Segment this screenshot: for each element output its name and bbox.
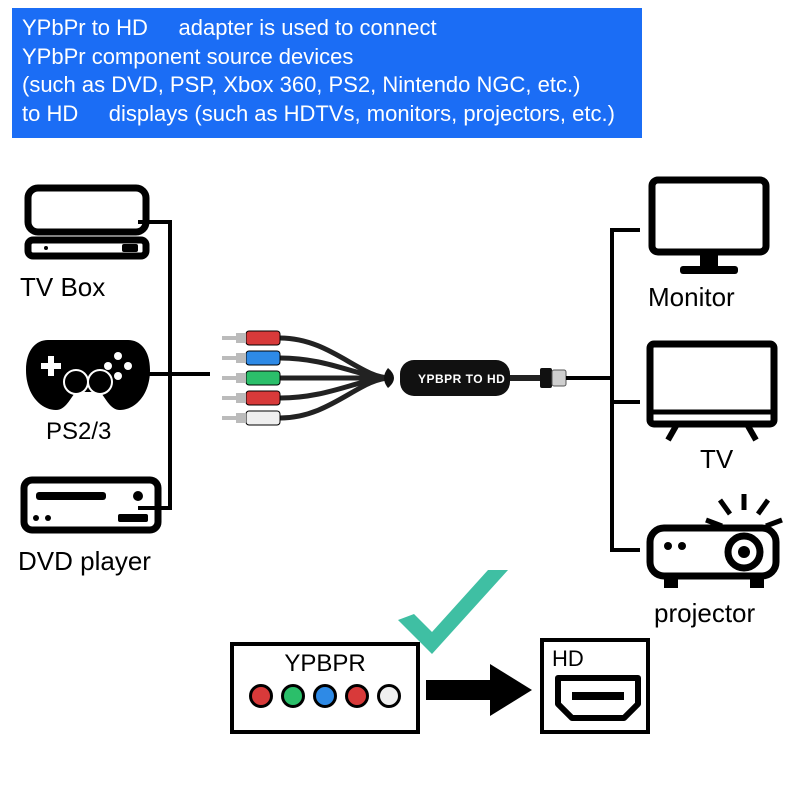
projector-icon [640, 490, 790, 605]
ypbpr-adapter [210, 318, 570, 443]
header-description: YPbPr to HD adapter is used to connect Y… [12, 8, 642, 138]
ps23-icon [18, 320, 158, 425]
monitor-label: Monitor [648, 282, 735, 313]
ypbpr-port-3 [313, 684, 337, 708]
bracket-stub-dvd [138, 506, 168, 510]
tvbox-icon [20, 180, 160, 275]
hd-box-title: HD [552, 646, 638, 672]
header-line-2: YPbPr component source devices [22, 43, 632, 72]
adapter-label: YPBPR TO HD [418, 372, 505, 386]
tvbox-label: TV Box [20, 272, 105, 303]
tv-label: TV [700, 444, 733, 475]
monitor-icon [644, 172, 774, 287]
bracket-stub-tv [610, 400, 640, 404]
projector-label: projector [654, 598, 755, 629]
ypbpr-port-2 [281, 684, 305, 708]
bracket-stub-ps23 [138, 372, 168, 376]
checkmark-icon [388, 562, 518, 677]
right-bracket-from-adapter [566, 376, 610, 380]
right-bracket-vertical [610, 228, 614, 552]
ypbpr-port-row [234, 684, 416, 708]
left-bracket-to-adapter [168, 372, 210, 376]
header-line-1: YPbPr to HD adapter is used to connect [22, 14, 632, 43]
bracket-stub-projector [610, 548, 640, 552]
bracket-stub-tvbox [138, 220, 168, 224]
header-line-3: (such as DVD, PSP, Xbox 360, PS2, Ninten… [22, 71, 632, 100]
bracket-stub-monitor [610, 228, 640, 232]
header-line-4: to HD displays (such as HDTVs, monitors,… [22, 100, 632, 129]
hdmi-port-icon [552, 672, 644, 724]
left-bracket-vertical [168, 220, 172, 510]
ypbpr-port-1 [249, 684, 273, 708]
tv-icon [642, 336, 782, 451]
hd-output-box: HD [540, 638, 650, 734]
dvd-label: DVD player [18, 546, 151, 577]
dvd-icon [18, 470, 168, 555]
ypbpr-port-5 [377, 684, 401, 708]
ypbpr-port-4 [345, 684, 369, 708]
ps23-label: PS2/3 [46, 418, 111, 446]
